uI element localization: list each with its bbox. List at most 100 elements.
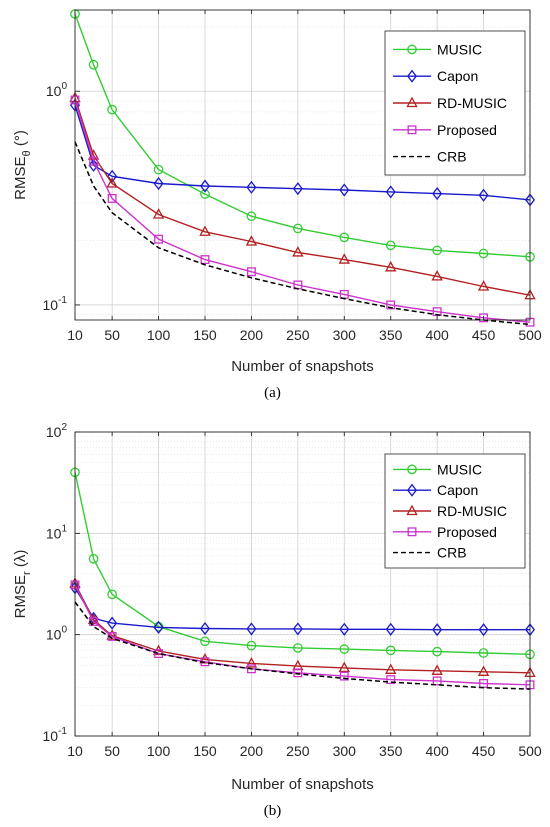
x-tick-label: 400: [425, 327, 449, 343]
x-axis-label: Number of snapshots: [231, 776, 374, 793]
legend-label: RD-MUSIC: [437, 503, 507, 519]
x-tick-label: 500: [518, 327, 542, 343]
data-point: [199, 179, 211, 193]
legend-entry: Capon: [393, 68, 478, 84]
x-tick-label: 250: [286, 743, 310, 759]
data-point: [477, 665, 490, 676]
data-point: [385, 663, 397, 674]
data-point: [245, 235, 258, 246]
x-tick-label: 450: [472, 743, 496, 759]
series-line: [74, 97, 531, 296]
data-point: [246, 622, 257, 636]
x-tick-label: 100: [147, 327, 171, 343]
data-point: [89, 156, 99, 166]
y-tick-label: 102: [46, 422, 68, 440]
legend-label: Proposed: [437, 524, 497, 540]
legend-entry: CRB: [393, 545, 467, 561]
x-tick-label: 150: [193, 327, 217, 343]
x-tick-label: 300: [333, 327, 357, 343]
chart-panel-a: 10 50 100 150 200 250 300 350 400 450 500 10-1 100 Nu…: [12, 9, 542, 401]
data-point: [200, 255, 210, 265]
data-point: [385, 622, 396, 636]
data-point: [107, 193, 117, 203]
x-tick-label: 10: [67, 743, 83, 759]
data-point: [338, 253, 350, 264]
legend-entry: RD-MUSIC: [393, 95, 507, 111]
x-tick-label: 250: [286, 327, 310, 343]
x-tick-label: 50: [104, 327, 120, 343]
legend-entry: Proposed: [393, 524, 497, 540]
data-point: [106, 177, 118, 188]
legend-marker: [406, 504, 418, 516]
data-point: [432, 245, 442, 256]
data-point: [154, 234, 164, 244]
series-crb: [74, 141, 531, 326]
legend-label: CRB: [437, 545, 467, 561]
legend-label: RD-MUSIC: [437, 95, 507, 111]
data-point: [200, 636, 210, 647]
legend: MUSIC Capon RD-MUSIC Proposed CRB: [384, 30, 526, 176]
legend-marker: [407, 527, 417, 537]
data-point: [245, 657, 258, 668]
legend-marker: [406, 69, 418, 83]
data-point: [478, 188, 489, 202]
legend-entry: MUSIC: [393, 41, 482, 57]
data-point: [200, 189, 210, 199]
chart-panel-b: 10 50 100 150 200 250 300 350 400 450 500 10-1 100 10…: [12, 422, 542, 819]
data-point: [479, 313, 489, 323]
data-point: [339, 232, 350, 243]
data-point: [88, 158, 99, 172]
data-point: [432, 646, 442, 657]
data-point: [246, 180, 257, 194]
y-axis-label: RMSEθ (°): [12, 130, 33, 200]
data-point: [477, 280, 490, 291]
legend-label: MUSIC: [437, 41, 482, 57]
legend-marker: [407, 44, 417, 55]
x-tick-label: 350: [379, 743, 403, 759]
legend-label: CRB: [437, 149, 467, 165]
x-tick-label: 150: [193, 743, 217, 759]
axes-frame: [74, 431, 531, 737]
x-tick-label: 10: [67, 327, 83, 343]
y-tick-label: 101: [46, 523, 68, 541]
data-point: [153, 164, 164, 175]
data-point: [293, 643, 303, 653]
series-music: [70, 9, 535, 262]
data-point: [385, 645, 396, 656]
legend: MUSIC Capon RD-MUSIC Proposed CRB: [384, 453, 526, 569]
data-point: [338, 661, 350, 673]
legend-label: MUSIC: [437, 461, 482, 477]
legend-entry: Proposed: [393, 122, 497, 138]
data-point: [107, 169, 118, 183]
axes-frame: [74, 9, 531, 321]
data-point: [88, 554, 99, 564]
series-line: [74, 99, 531, 323]
series-line: [74, 601, 531, 690]
x-tick-label: 200: [240, 743, 264, 759]
data-point: [88, 59, 99, 70]
legend-entry: RD-MUSIC: [393, 503, 507, 519]
data-point: [246, 267, 256, 277]
series-line: [74, 141, 531, 326]
data-point: [153, 620, 164, 634]
legend-entry: CRB: [393, 149, 467, 165]
y-axis-label: RMSEr (λ): [12, 550, 33, 619]
data-point: [153, 176, 164, 191]
x-tick-label: 400: [425, 743, 449, 759]
data-point: [293, 668, 303, 678]
data-point: [431, 270, 443, 281]
series-music: [70, 467, 535, 660]
data-point: [386, 300, 396, 310]
x-tick-label: 100: [147, 743, 171, 759]
legend-label: Capon: [437, 482, 478, 498]
legend-marker: [407, 464, 417, 475]
legend-label: Capon: [437, 68, 478, 84]
x-axis-label: Number of snapshots: [231, 358, 374, 375]
data-point: [293, 223, 303, 234]
legend-marker: [406, 96, 418, 108]
x-tick-label: 200: [240, 327, 264, 343]
x-tick-label: 350: [379, 327, 403, 343]
data-point: [385, 240, 396, 251]
data-point: [385, 260, 397, 272]
